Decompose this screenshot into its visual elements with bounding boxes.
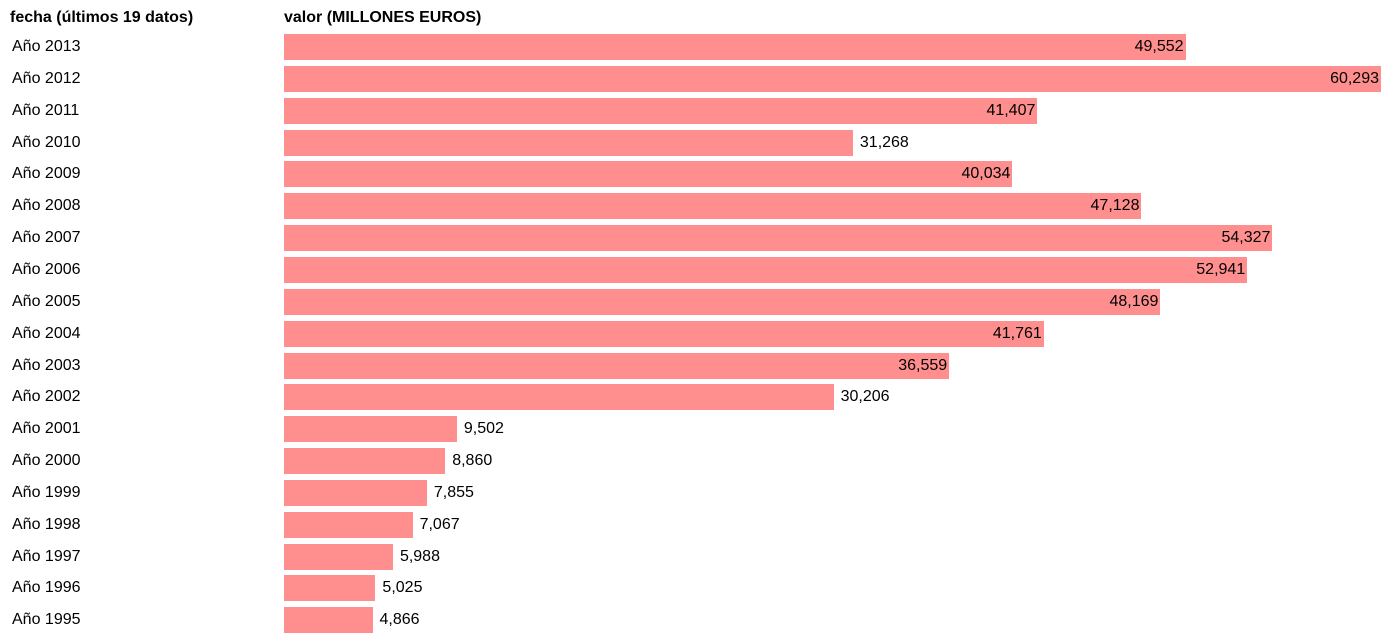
value-label: 5,988 (399, 547, 440, 565)
bar (284, 161, 1013, 188)
bar (284, 448, 446, 475)
value-label: 7,855 (433, 483, 474, 501)
category-label: Año 1997 (12, 547, 81, 565)
value-column-header: valor (MILLONES EUROS) (284, 9, 482, 26)
bar (284, 193, 1142, 220)
bar (284, 352, 950, 379)
value-label: 49,552 (1134, 38, 1184, 55)
value-label: 41,761 (992, 324, 1042, 342)
bar-row: Año 2003 36,559 (0, 350, 1393, 382)
value-label: 31,268 (859, 133, 909, 151)
category-label: Año 2000 (12, 452, 81, 470)
bar-row: Año 2012 60,293 (0, 63, 1393, 95)
category-label: Año 2008 (12, 197, 81, 215)
value-label: 40,034 (961, 165, 1011, 183)
bar (284, 384, 834, 411)
value-label: 7,067 (419, 515, 460, 533)
bar (284, 416, 457, 443)
bar-row: Año 2013 49,552 (0, 31, 1393, 63)
bar-row: Año 2009 40,034 (0, 158, 1393, 190)
bar-row: Año 2000 8,860 (0, 445, 1393, 477)
bar-row: Año 2010 31,268 (0, 127, 1393, 159)
value-label: 41,407 (986, 101, 1036, 119)
bar-row: Año 2001 9,502 (0, 413, 1393, 445)
value-label: 30,206 (840, 388, 890, 406)
category-label: Año 2011 (12, 101, 80, 119)
bar-row: Año 1996 5,025 (0, 572, 1393, 604)
category-label: Año 2013 (12, 38, 81, 55)
bar-row: Año 2002 30,206 (0, 381, 1393, 413)
value-label: 47,128 (1090, 197, 1140, 215)
category-label: Año 1999 (12, 483, 81, 501)
bar (284, 511, 413, 538)
value-label: 9,502 (463, 420, 504, 438)
bar-row: Año 2005 48,169 (0, 286, 1393, 318)
category-label: Año 2006 (12, 260, 81, 278)
value-label: 36,559 (898, 356, 948, 374)
value-label: 8,860 (452, 452, 493, 470)
bar (284, 320, 1044, 347)
bar (284, 575, 376, 602)
bar-row: Año 1998 7,067 (0, 509, 1393, 541)
bar-row: Año 2007 54,327 (0, 222, 1393, 254)
bar-row: Año 1997 5,988 (0, 541, 1393, 573)
value-label: 60,293 (1330, 69, 1379, 87)
category-label: Año 1998 (12, 515, 81, 533)
category-label: Año 2002 (12, 388, 81, 406)
bar (284, 34, 1186, 60)
category-label: Año 2007 (12, 229, 81, 247)
value-label: 5,025 (382, 579, 423, 597)
bar (284, 607, 373, 634)
value-label: 52,941 (1196, 260, 1246, 278)
value-label: 4,866 (379, 611, 420, 629)
bar-row: Año 1999 7,855 (0, 477, 1393, 509)
bar (284, 129, 853, 156)
category-label: Año 2001 (12, 420, 81, 438)
bar-row: Año 2011 41,407 (0, 95, 1393, 127)
category-label: Año 1996 (12, 579, 81, 597)
category-label: Año 2003 (12, 356, 81, 374)
category-label: Año 2012 (12, 69, 81, 87)
category-column-header: fecha (últimos 19 datos) (10, 9, 194, 26)
bar-row: Año 2004 41,761 (0, 318, 1393, 350)
value-label: 48,169 (1109, 292, 1159, 310)
bar (284, 479, 427, 506)
bar-row: Año 1995 4,866 (0, 604, 1393, 636)
bar (284, 543, 393, 570)
bar-row: Año 2006 52,941 (0, 254, 1393, 286)
category-label: Año 2009 (12, 165, 81, 183)
bar (284, 256, 1248, 283)
bar (284, 225, 1273, 252)
bar (284, 288, 1161, 315)
bar-row: Año 2008 47,128 (0, 190, 1393, 222)
value-label: 54,327 (1221, 229, 1271, 247)
category-label: Año 1995 (12, 611, 81, 629)
bar (284, 65, 1381, 92)
category-label: Año 2004 (12, 324, 81, 342)
category-label: Año 2005 (12, 292, 81, 310)
bar (284, 97, 1038, 124)
category-label: Año 2010 (12, 133, 81, 151)
